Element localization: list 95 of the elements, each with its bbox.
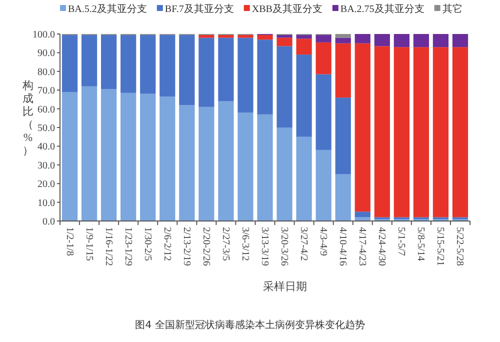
- bar: [81, 34, 98, 86]
- bar: [316, 74, 332, 150]
- bar: [257, 40, 273, 114]
- bar: [374, 46, 390, 218]
- x-tick-label: 4/10-4/16: [337, 227, 348, 266]
- y-axis-title: 构成比（%）: [22, 80, 34, 157]
- x-tick-label: 1/16-1/22: [102, 227, 114, 266]
- bar: [238, 38, 254, 113]
- bar: [160, 96, 176, 221]
- x-tick-label: 3/20-3/26: [278, 227, 290, 266]
- bar: [238, 34, 254, 38]
- x-tick-label: 5/1-5/7: [396, 227, 407, 256]
- bar: [296, 34, 312, 39]
- x-tick-label: 1/9-1/15: [83, 227, 94, 261]
- legend-label: 其它: [442, 3, 462, 15]
- bar: [394, 47, 410, 218]
- bar: [374, 34, 390, 46]
- bar: [101, 34, 117, 90]
- y-tick-label: 50.0: [38, 123, 55, 134]
- bar: [218, 34, 234, 38]
- bar: [452, 47, 468, 218]
- bar: [81, 86, 98, 221]
- x-tick-label: 4/24-4/30: [376, 227, 388, 266]
- bar: [316, 42, 332, 74]
- bar: [238, 112, 254, 221]
- x-tick-label: 3/13-3/19: [259, 227, 270, 266]
- bar: [354, 212, 370, 218]
- bar: [62, 92, 78, 221]
- x-tick-label: 2/6-2/12: [161, 227, 172, 261]
- legend-label: XBB及其亚分支: [252, 3, 322, 15]
- y-tick-label: 90.0: [38, 48, 55, 60]
- bar: [276, 46, 292, 128]
- bar: [354, 34, 370, 44]
- bar: [218, 101, 234, 221]
- x-tick-label: 4/3-4/9: [318, 227, 329, 256]
- y-tick-label: 20.0: [38, 179, 55, 190]
- bar: [452, 34, 468, 48]
- x-tick-label: 5/8-5/14: [415, 227, 426, 261]
- x-tick-label: 4/17-4/23: [356, 227, 368, 266]
- bar: [140, 94, 156, 221]
- bar: [335, 34, 351, 38]
- bar: [335, 38, 351, 44]
- y-tick-label: 70.0: [38, 86, 55, 97]
- legend-label: BF.7及其亚分支: [164, 3, 234, 15]
- bar: [257, 34, 273, 40]
- bar: [354, 43, 370, 212]
- x-tick-label: 5/22-5/28: [454, 227, 466, 266]
- y-tick-label: 0.0: [42, 216, 55, 228]
- x-tick-label: 2/27-3/5: [220, 227, 231, 261]
- legend-label: BA.2.75及其亚分支: [340, 3, 424, 15]
- bar: [335, 98, 351, 174]
- bar: [335, 174, 351, 221]
- y-tick-label: 60.0: [38, 104, 55, 116]
- bar: [179, 105, 195, 221]
- x-tick-label: 1/30-2/5: [142, 227, 153, 261]
- y-tick-label: 40.0: [38, 142, 55, 153]
- bar: [316, 150, 332, 221]
- bar: [316, 34, 332, 42]
- bar: [62, 34, 78, 92]
- bar: [413, 47, 429, 218]
- bar: [432, 34, 449, 48]
- y-tick-label: 80.0: [38, 66, 55, 78]
- bar: [413, 34, 429, 48]
- bar: [160, 34, 176, 97]
- bar: [179, 34, 195, 106]
- x-tick-label: 3/6-3/12: [239, 227, 250, 261]
- bar: [296, 54, 312, 137]
- legend-label: BA.5.2及其亚分支: [68, 3, 147, 15]
- bar: [140, 34, 156, 94]
- x-tick-label: 1/2-1/8: [64, 227, 75, 256]
- x-tick-label: 3/27-4/2: [298, 227, 310, 261]
- bar: [296, 38, 312, 55]
- bar: [198, 38, 214, 107]
- x-tick-label: 2/20-2/26: [200, 227, 212, 266]
- bar: [257, 114, 273, 221]
- bar: [276, 38, 292, 46]
- x-tick-label: 2/13-2/19: [180, 227, 192, 266]
- y-tick-label: 10.0: [38, 198, 55, 209]
- bar: [120, 92, 136, 221]
- bar: [198, 106, 214, 221]
- x-tick-label: 1/23-1/29: [122, 227, 134, 266]
- bar: [432, 47, 449, 218]
- y-tick-label: 30.0: [38, 160, 55, 172]
- bar: [218, 38, 234, 102]
- bar: [394, 34, 410, 48]
- bar: [276, 128, 292, 221]
- bar: [335, 43, 351, 98]
- bar: [120, 34, 136, 93]
- y-tick-label: 100.0: [32, 30, 55, 40]
- caption: 图4 全国新型冠状病毒感染本土病例变异株变化趋势: [135, 319, 365, 331]
- bar: [296, 136, 312, 221]
- x-tick-label: 5/15-5/21: [434, 227, 446, 266]
- x-axis-title: 采样日期: [263, 280, 307, 293]
- bar: [101, 89, 117, 221]
- bar: [276, 34, 292, 38]
